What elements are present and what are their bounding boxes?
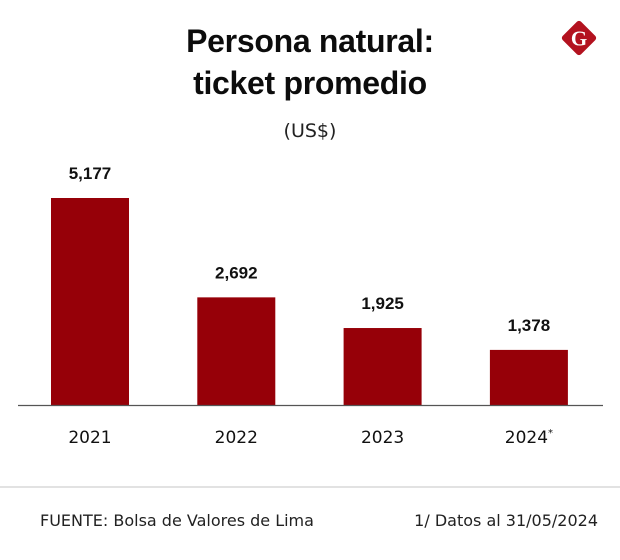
chart-subtitle: (US$)	[283, 120, 337, 142]
date-note: 1/ Datos al 31/05/2024	[414, 511, 598, 530]
bar-2022	[197, 297, 276, 405]
bar-2021	[51, 198, 129, 405]
source-note: FUENTE: Bolsa de Valores de Lima	[40, 511, 314, 530]
value-label: 2,692	[215, 263, 258, 282]
value-label: 1,925	[361, 294, 404, 313]
bar-chart: 5,177 2021 2,692 2022 1,925 2023 1,378 2024*	[18, 164, 603, 448]
gestion-logo-icon: G	[561, 20, 597, 56]
logo-diamond	[561, 20, 597, 56]
title-line-1: Persona natural:	[186, 23, 434, 59]
title-line-2: ticket promedio	[193, 65, 427, 101]
logo-letter: G	[571, 27, 587, 51]
bar-2023	[343, 328, 422, 405]
value-label: 5,177	[69, 164, 112, 183]
x-tick-label: 2024*	[505, 428, 553, 448]
x-tick-label: 2023	[361, 428, 404, 448]
x-tick-label: 2021	[68, 428, 111, 448]
value-label: 1,378	[508, 316, 551, 335]
footer-divider	[0, 486, 620, 488]
bar-2024	[489, 349, 568, 405]
chart-title: Persona natural: ticket promedio	[0, 20, 620, 104]
x-tick-label: 2022	[215, 428, 258, 448]
